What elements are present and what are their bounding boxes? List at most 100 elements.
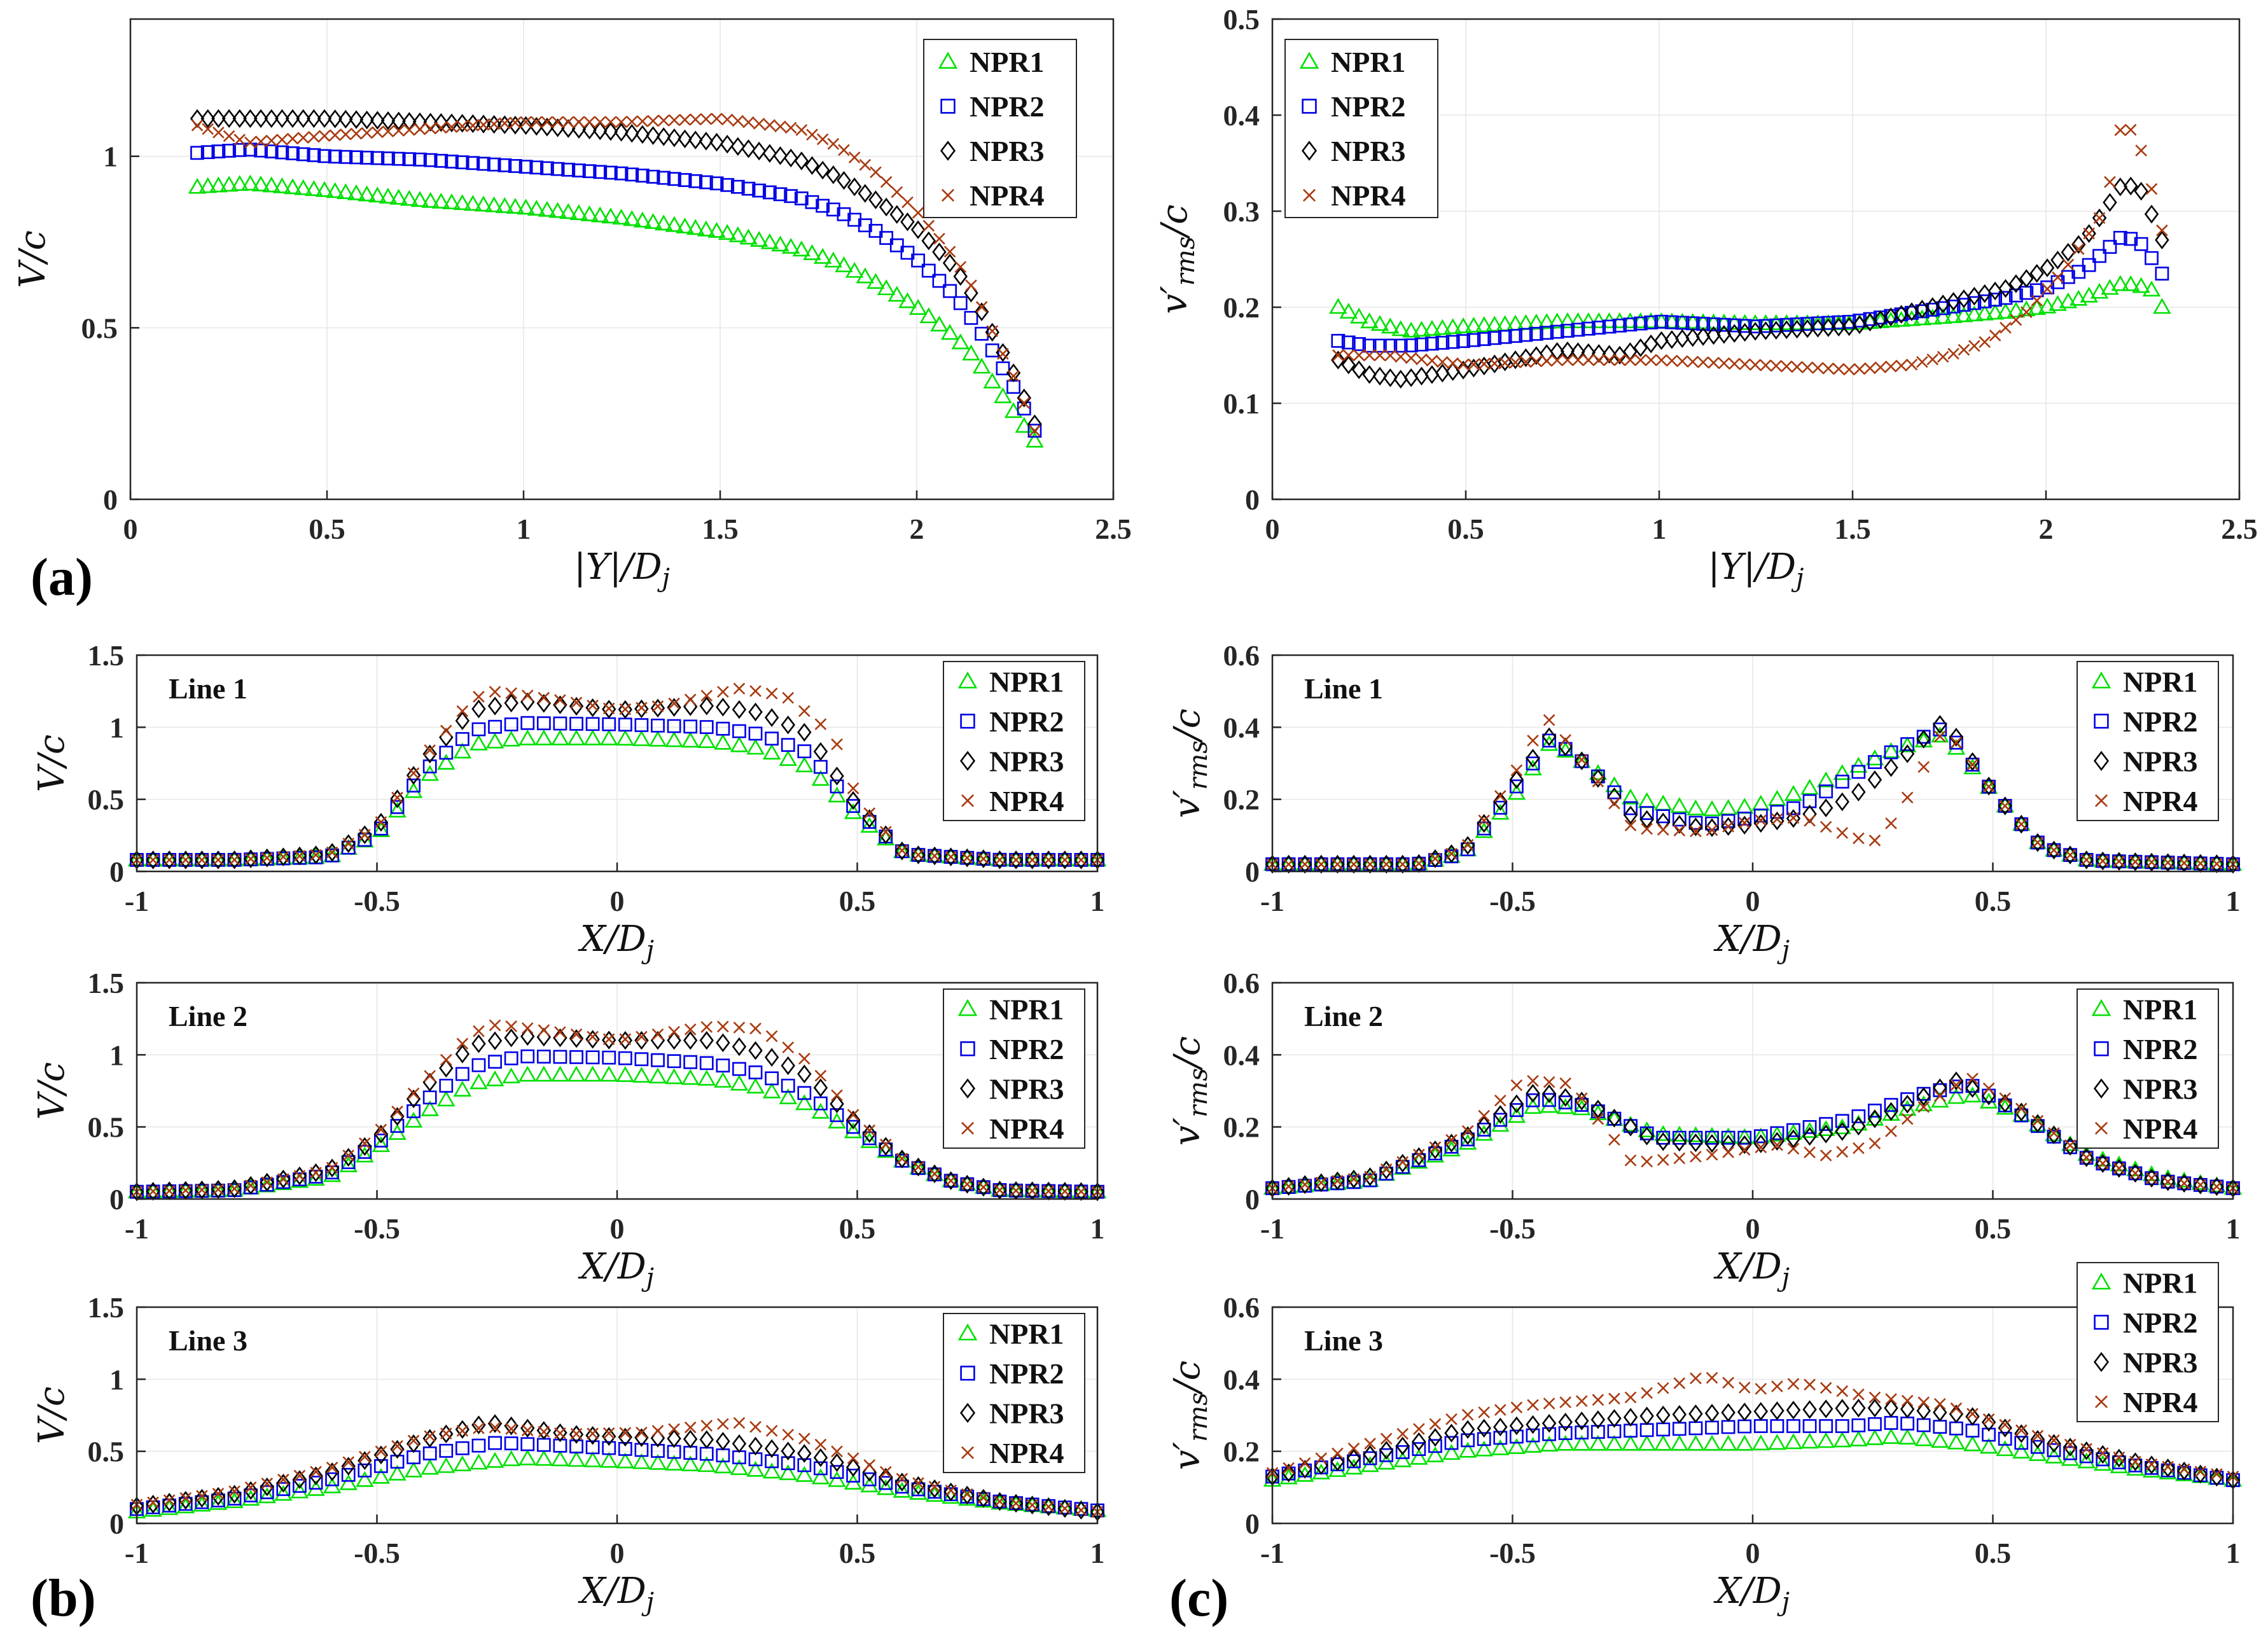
data-point xyxy=(359,110,374,130)
data-point xyxy=(1998,1432,2012,1446)
data-point xyxy=(837,170,851,190)
data-point xyxy=(1900,1399,1915,1419)
data-point xyxy=(1800,319,1815,338)
data-point xyxy=(2029,283,2044,298)
data-point xyxy=(1526,756,1540,771)
data-point xyxy=(489,686,501,698)
data-point xyxy=(421,191,440,208)
data-point xyxy=(1981,1413,1996,1432)
data-point xyxy=(992,850,1007,870)
data-point xyxy=(445,121,458,133)
x-tick-label: 0 xyxy=(610,1212,625,1245)
data-point xyxy=(762,1082,781,1099)
data-point xyxy=(2209,1177,2224,1196)
data-point xyxy=(1380,1163,1393,1175)
data-point xyxy=(894,1473,910,1492)
data-point xyxy=(602,1033,615,1046)
data-point xyxy=(901,196,914,209)
data-point xyxy=(552,116,564,128)
data-point xyxy=(1771,813,1783,826)
data-point xyxy=(1802,1126,1817,1146)
data-point xyxy=(358,825,372,845)
data-point xyxy=(764,1048,779,1067)
data-point xyxy=(1670,1125,1689,1142)
data-point xyxy=(379,188,398,204)
data-point xyxy=(1641,1155,1653,1168)
data-point xyxy=(370,111,385,130)
data-point xyxy=(1457,358,1470,371)
data-point xyxy=(260,1172,274,1192)
data-point xyxy=(505,1020,517,1032)
data-point xyxy=(358,1450,371,1463)
data-point xyxy=(1607,787,1622,807)
data-point xyxy=(1771,1380,1783,1392)
data-point xyxy=(1666,354,1678,367)
data-point xyxy=(1835,1114,1849,1128)
data-point xyxy=(583,729,602,745)
data-point xyxy=(650,698,665,717)
data-point xyxy=(1404,338,1419,352)
data-point xyxy=(1937,350,1949,363)
data-point xyxy=(1423,319,1442,336)
data-point xyxy=(806,128,818,141)
data-point xyxy=(730,1074,749,1091)
x-tick-label: -0.5 xyxy=(1489,1537,1536,1569)
data-point xyxy=(868,190,883,209)
data-point xyxy=(2015,1424,2028,1436)
data-point xyxy=(2059,292,2078,308)
y-tick-label: 0 xyxy=(109,1183,124,1216)
data-point xyxy=(625,115,638,128)
series-NPR3 xyxy=(1265,1398,2241,1490)
data-point xyxy=(554,1026,566,1038)
data-point xyxy=(634,699,649,719)
data-point xyxy=(1722,1146,1734,1158)
data-point xyxy=(1075,854,1087,866)
data-point xyxy=(716,1432,730,1451)
data-point xyxy=(2142,1461,2161,1478)
data-point xyxy=(1590,1410,1606,1429)
data-point xyxy=(700,1420,713,1432)
data-point xyxy=(2041,282,2054,295)
data-point xyxy=(1332,1175,1344,1187)
data-point xyxy=(657,114,670,127)
data-point xyxy=(551,1450,569,1467)
legend-label-NPR4: NPR4 xyxy=(2123,1386,2198,1418)
data-point xyxy=(582,164,597,179)
data-point xyxy=(1395,1160,1410,1174)
x-tick-label: 1 xyxy=(1090,885,1105,917)
data-point xyxy=(1664,330,1680,349)
data-point xyxy=(618,1051,632,1065)
data-point xyxy=(1836,827,1849,839)
data-point xyxy=(1575,1395,1588,1407)
data-point xyxy=(1526,1084,1540,1103)
data-point xyxy=(195,850,209,870)
x-axis-title: X/Dj xyxy=(578,1570,654,1617)
data-point xyxy=(1884,360,1897,373)
data-point xyxy=(1708,356,1720,369)
data-point xyxy=(2178,857,2190,870)
data-point xyxy=(792,240,811,257)
data-point xyxy=(1738,817,1751,829)
data-point xyxy=(1018,397,1031,409)
data-point xyxy=(985,322,999,342)
data-point xyxy=(1458,1441,1477,1458)
data-point xyxy=(1581,321,1596,336)
data-point xyxy=(1396,1156,1409,1168)
data-point xyxy=(1639,1126,1654,1146)
data-point xyxy=(859,158,872,171)
data-point xyxy=(569,1029,584,1048)
data-point xyxy=(1811,319,1825,338)
data-point xyxy=(471,699,486,719)
data-point xyxy=(1801,361,1814,373)
data-point xyxy=(730,137,746,156)
data-point xyxy=(538,1425,550,1438)
data-point xyxy=(798,705,810,717)
data-point xyxy=(1444,1424,1459,1443)
data-point xyxy=(728,226,748,242)
x-tick-label: -1 xyxy=(125,885,149,917)
data-point xyxy=(1283,1180,1295,1193)
data-point xyxy=(1591,343,1606,363)
data-point xyxy=(667,719,681,733)
data-point xyxy=(2064,1139,2077,1151)
data-point xyxy=(1363,854,1377,874)
